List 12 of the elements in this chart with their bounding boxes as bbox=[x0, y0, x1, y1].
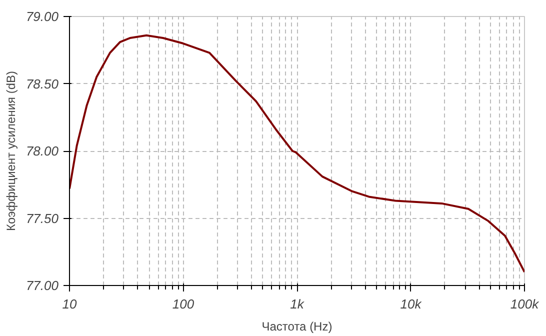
x-tick-label: 1k bbox=[290, 296, 306, 312]
x-tick-label: 10k bbox=[400, 296, 423, 312]
y-tick-label: 77.50 bbox=[26, 210, 60, 226]
y-tick-label: 78.00 bbox=[26, 144, 60, 158]
y-tick-label: 79.00 bbox=[26, 9, 60, 24]
x-axis-title: Частота (Hz) bbox=[262, 320, 332, 334]
y-tick-label: 78.50 bbox=[26, 76, 60, 92]
x-tick-label: 100 bbox=[172, 296, 195, 312]
x-tick-label: 100k bbox=[510, 296, 540, 312]
x-tick-label: 10 bbox=[62, 296, 78, 312]
y-tick-label: 77.00 bbox=[26, 278, 60, 293]
y-axis-title: Коэффициент усиления (dB) bbox=[4, 70, 18, 232]
